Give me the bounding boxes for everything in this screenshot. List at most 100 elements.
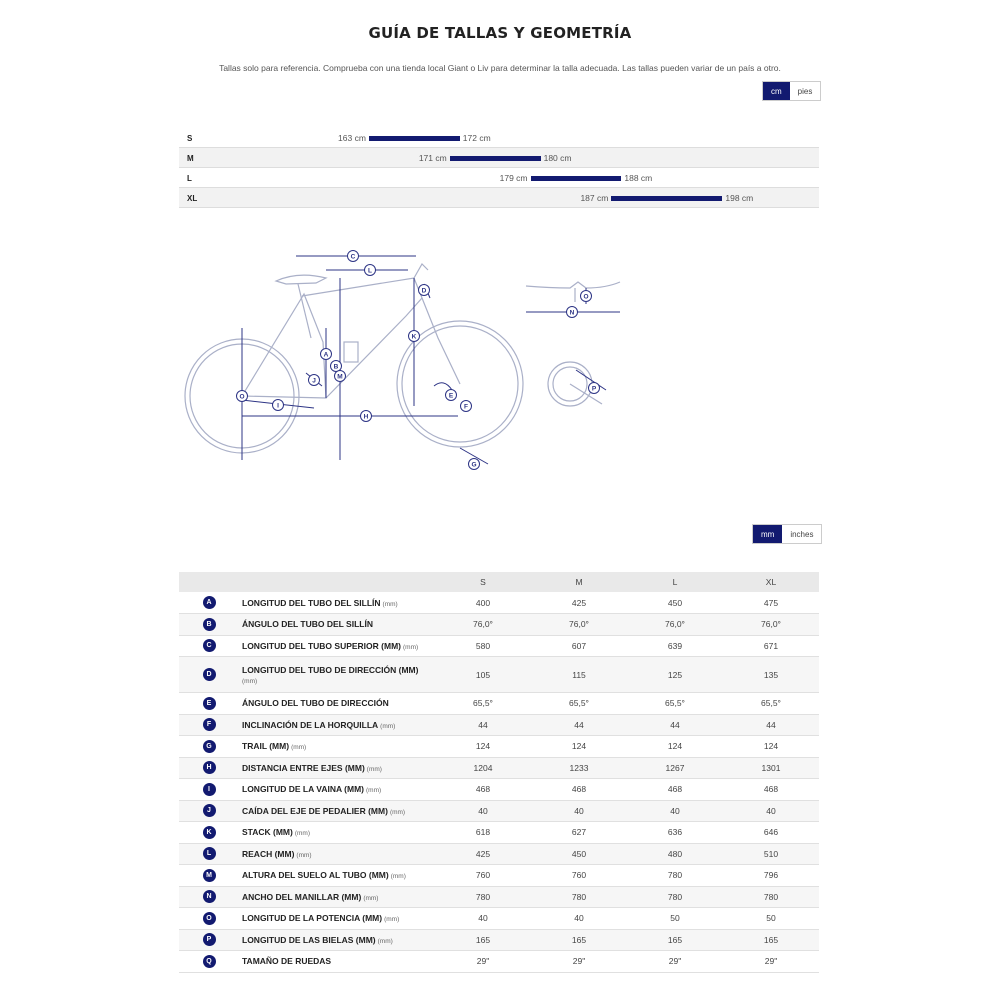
diagram-letter: I bbox=[277, 403, 279, 410]
value-cell: 65,5° bbox=[723, 692, 819, 715]
diagram-letter: K bbox=[412, 334, 417, 341]
value-cell: 165 bbox=[435, 929, 531, 951]
column-header-s: S bbox=[435, 572, 531, 592]
unit-cm-button[interactable]: cm bbox=[763, 82, 790, 100]
value-cell: 636 bbox=[627, 821, 723, 844]
diagram-badge-d: D bbox=[418, 284, 430, 296]
row-letter-cell: G bbox=[179, 735, 239, 758]
diagram-letter: E bbox=[449, 393, 454, 400]
value-cell: 627 bbox=[531, 821, 627, 844]
value-cell: 40 bbox=[723, 800, 819, 822]
value-cell: 76,0° bbox=[531, 613, 627, 636]
geometry-unit-toggle: mm inches bbox=[752, 524, 823, 544]
value-cell: 29" bbox=[723, 950, 819, 973]
row-label: LONGITUD DE LA VAINA (MM) bbox=[242, 784, 364, 795]
diagram-badge-p: P bbox=[588, 382, 600, 394]
size-row-m: M 171 cm 180 cm bbox=[179, 148, 819, 168]
letter-badge: G bbox=[202, 739, 216, 753]
value-cell: 480 bbox=[627, 843, 723, 865]
row-letter-cell: A bbox=[179, 592, 239, 614]
diagram-badge-m: M bbox=[334, 370, 346, 382]
diagram-letter: P bbox=[592, 386, 597, 393]
row-label-cell: DISTANCIA ENTRE EJES (MM) (mm) bbox=[239, 757, 435, 779]
row-unit: (mm) bbox=[242, 677, 258, 685]
value-cell: 425 bbox=[531, 592, 627, 614]
value-cell: 425 bbox=[435, 843, 531, 865]
table-row: M ALTURA DEL SUELO AL TUBO (MM) (mm) 760 76… bbox=[179, 864, 819, 887]
diagram-letter: G bbox=[471, 462, 476, 469]
value-cell: 29" bbox=[531, 950, 627, 973]
row-unit: (mm) bbox=[389, 808, 406, 816]
row-label: LONGITUD DE LA POTENCIA (MM) bbox=[242, 913, 383, 924]
value-cell: 76,0° bbox=[435, 613, 531, 636]
value-cell: 1267 bbox=[627, 757, 723, 779]
size-label: M bbox=[187, 154, 194, 163]
geometry-table: S M L XL A LONGITUD DEL TUBO DEL SILLÍN(… bbox=[179, 572, 819, 973]
row-label-cell: CAÍDA DEL EJE DE PEDALIER (MM) (mm) bbox=[239, 800, 435, 822]
table-row: K STACK (MM) (mm) 618 627 636 646 bbox=[179, 821, 819, 844]
diagram-letter: C bbox=[351, 254, 356, 261]
value-cell: 468 bbox=[435, 778, 531, 801]
value-cell: 124 bbox=[531, 735, 627, 758]
size-range-bar bbox=[530, 176, 622, 181]
row-label: DISTANCIA ENTRE EJES (MM) bbox=[242, 762, 365, 773]
value-cell: 135 bbox=[723, 656, 819, 693]
row-unit: (mm) bbox=[366, 765, 382, 773]
letter-badge: D bbox=[202, 668, 216, 681]
size-range-bar bbox=[611, 196, 723, 201]
size-row-xl: XL 187 cm 198 cm bbox=[179, 188, 819, 208]
letter-badge: A bbox=[202, 596, 216, 609]
value-cell: 165 bbox=[531, 929, 627, 951]
row-letter-cell: C bbox=[179, 635, 239, 657]
diagram-letter: O bbox=[583, 294, 588, 301]
value-cell: 40 bbox=[627, 800, 723, 822]
letter-badge: F bbox=[202, 718, 216, 732]
row-letter-cell: D bbox=[179, 656, 239, 693]
unit-inches-button[interactable]: inches bbox=[790, 529, 814, 539]
row-label-cell: LONGITUD DE LA POTENCIA (MM) (mm) bbox=[239, 907, 435, 930]
row-label: INCLINACIÓN DE LA HORQUILLA bbox=[242, 719, 379, 730]
table-row: B ÁNGULO DEL TUBO DEL SILLÍN 76,0° 76,0° 76… bbox=[179, 613, 819, 636]
letter-badge: C bbox=[202, 639, 216, 653]
size-range-bar bbox=[449, 156, 541, 161]
value-cell: 50 bbox=[627, 907, 723, 930]
letter-badge: O bbox=[202, 911, 216, 925]
row-letter-cell: H bbox=[179, 757, 239, 779]
unit-mm-button[interactable]: mm bbox=[753, 525, 783, 543]
row-label-cell: LONGITUD DEL TUBO SUPERIOR (MM) (mm) bbox=[239, 635, 435, 657]
row-unit: (mm) bbox=[365, 787, 382, 795]
table-row: O LONGITUD DE LA POTENCIA (MM) (mm) 40 40 50… bbox=[179, 907, 819, 930]
row-letter-cell: E bbox=[179, 692, 239, 715]
row-unit: (mm) bbox=[296, 851, 312, 859]
row-label-cell: LONGITUD DEL TUBO DEL SILLÍN (mm) bbox=[239, 592, 435, 614]
size-max-label: 172 cm bbox=[462, 133, 491, 143]
value-cell: 450 bbox=[531, 843, 627, 865]
row-label: LONGITUD DEL TUBO SUPERIOR (MM) bbox=[242, 640, 401, 651]
value-cell: 50 bbox=[723, 907, 819, 930]
value-cell: 580 bbox=[435, 635, 531, 657]
letter-badge: Q bbox=[202, 954, 216, 968]
table-row: C LONGITUD DEL TUBO SUPERIOR (MM) (mm) 580… bbox=[179, 635, 819, 657]
value-cell: 44 bbox=[627, 714, 723, 736]
value-cell: 40 bbox=[435, 800, 531, 822]
row-label-cell: REACH (MM) (mm) bbox=[239, 843, 435, 865]
row-label: TRAIL (MM) bbox=[242, 741, 290, 752]
value-cell: 468 bbox=[627, 778, 723, 801]
value-cell: 124 bbox=[435, 735, 531, 758]
unit-feet-button[interactable]: pies bbox=[797, 86, 813, 96]
row-label: ÁNGULO DEL TUBO DEL SILLÍN bbox=[242, 619, 373, 630]
row-letter-cell: B bbox=[179, 613, 239, 636]
table-header-row: S M L XL bbox=[179, 572, 819, 592]
row-label: CAÍDA DEL EJE DE PEDALIER (MM) bbox=[242, 805, 388, 816]
value-cell: 796 bbox=[723, 864, 819, 887]
diagram-letter: L bbox=[368, 268, 372, 275]
table-row: G TRAIL (MM) (mm) 124 124 124 124 bbox=[179, 735, 819, 758]
page-subtitle: Tallas solo para referencia. Comprueba c… bbox=[219, 63, 781, 73]
height-unit-toggle: cm pies bbox=[762, 81, 822, 101]
header-spacer bbox=[179, 572, 239, 592]
size-chart: S 163 cm 172 cm M 171 cm 180 cm L 179 cm 1… bbox=[179, 128, 819, 208]
diagram-badge-l: L bbox=[364, 264, 376, 276]
value-cell: 165 bbox=[627, 929, 723, 951]
diagram-badge-j: J bbox=[308, 374, 320, 386]
